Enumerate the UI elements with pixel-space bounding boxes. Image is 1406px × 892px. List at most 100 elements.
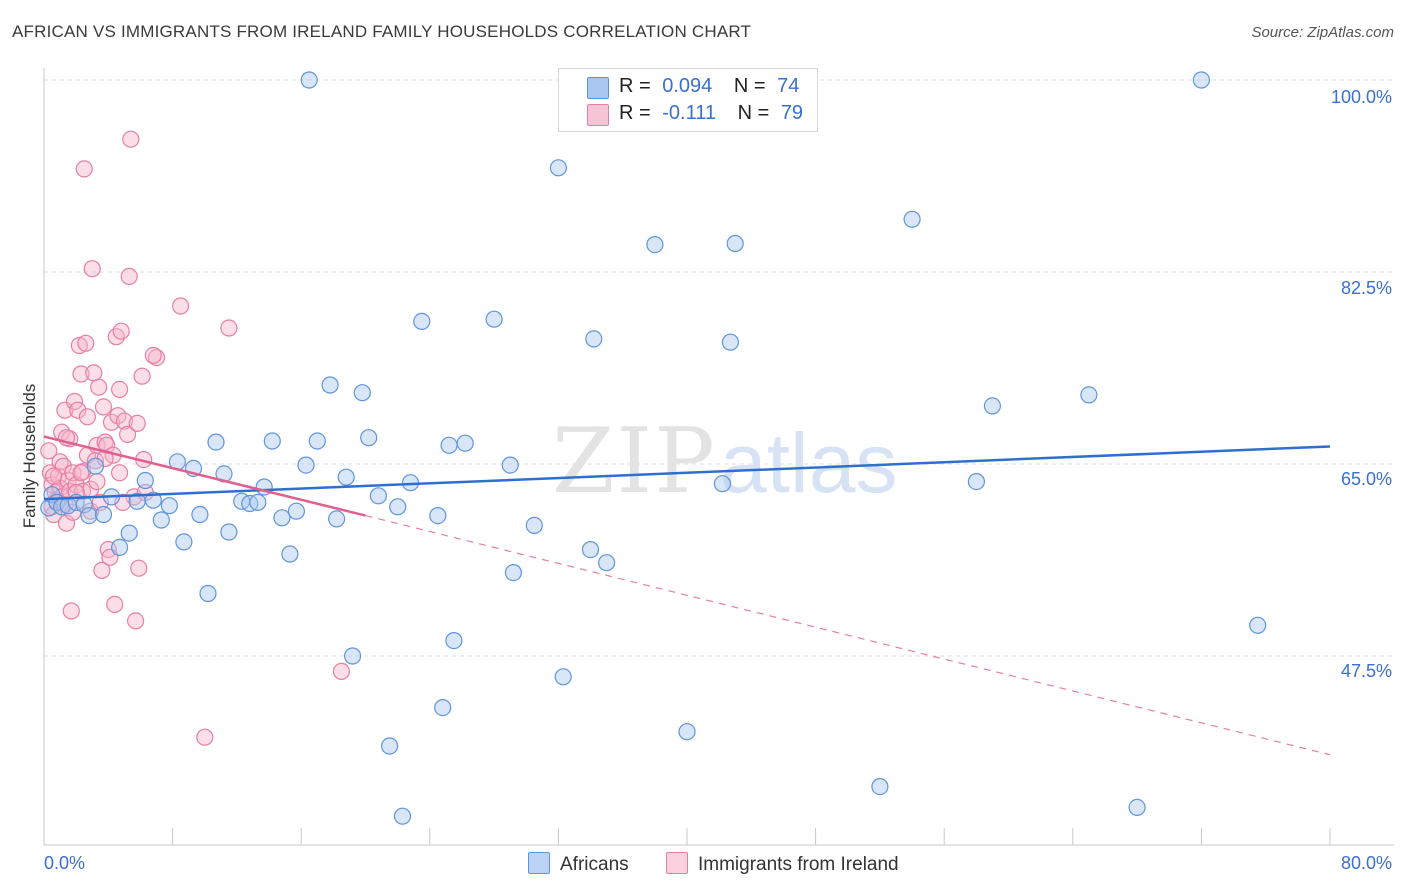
x-tick-min: 0.0%: [44, 853, 86, 873]
correlation-legend: R = 0.094 N = 74 R = -0.111 N = 79: [558, 68, 818, 132]
africans-point-34: [297, 456, 315, 474]
africans-point-11: [110, 538, 129, 557]
africans-point-69: [903, 210, 921, 228]
ireland-point-69: [196, 728, 214, 746]
africans-point-60: [581, 540, 600, 559]
africans-point-19: [175, 533, 193, 551]
ireland-point-64: [133, 367, 151, 385]
y-tick-65: 65.0%: [1340, 469, 1392, 489]
ireland-point-59: [122, 130, 140, 148]
ireland-point-35: [83, 260, 101, 278]
legend-africans-r-value: 0.094: [662, 75, 713, 97]
grid: [44, 79, 1394, 657]
africans-point-75: [1249, 616, 1267, 634]
ireland-point-36: [85, 364, 103, 382]
y-tick-100: 100.0%: [1330, 87, 1392, 107]
africans-point-48: [413, 312, 431, 330]
legend-ireland-r-label: R =: [619, 102, 651, 124]
africans-point-46: [393, 807, 412, 825]
africans-point-67: [726, 234, 744, 253]
africans-point-16: [152, 511, 170, 529]
africans-point-49: [429, 506, 447, 525]
y-tick-47-5: 47.5%: [1340, 661, 1392, 681]
africans-point-25: [220, 523, 238, 541]
trend-lines: [43, 435, 1331, 756]
africans-point-73: [1128, 798, 1146, 817]
africans-point-62: [597, 554, 616, 572]
africans-point-51: [440, 436, 458, 454]
africans-point-50: [434, 698, 452, 717]
series-africans-points: [40, 71, 1267, 825]
legend-swatch-ireland: [587, 104, 609, 126]
legend-ireland-n-value: 79: [780, 102, 804, 124]
legend-swatch-africans: [587, 77, 609, 99]
legend-africans-r-label: R =: [619, 75, 651, 97]
legend-africans-n-label: N =: [733, 75, 766, 97]
ireland-point-42: [93, 561, 111, 580]
africans-point-61: [585, 330, 603, 348]
africans-point-23: [207, 433, 225, 451]
ireland-point-50: [106, 595, 124, 614]
ireland-point-51: [107, 328, 125, 346]
africans-point-12: [120, 524, 138, 542]
africans-point-7: [80, 506, 98, 525]
ireland-point-32: [78, 408, 97, 426]
africans-point-41: [353, 384, 371, 402]
africans-point-57: [525, 516, 543, 535]
axes: [43, 68, 1394, 846]
ireland-trend-line-dashed: [365, 514, 1331, 756]
source-label: Source: ZipAtlas.com: [1251, 24, 1394, 41]
ireland-point-78: [144, 346, 162, 364]
watermark-atlas: atlas: [720, 416, 897, 510]
africans-point-42: [360, 429, 378, 447]
africans-point-71: [983, 397, 1002, 415]
africans-point-38: [328, 510, 346, 528]
ireland-point-45: [98, 436, 116, 454]
ireland-point-61: [127, 612, 145, 630]
ireland-point-62: [128, 414, 146, 432]
legend-ireland-n-label: N =: [737, 102, 770, 124]
africans-point-72: [1080, 386, 1098, 404]
africans-point-64: [678, 723, 696, 741]
africans-point-30: [263, 432, 281, 450]
series-ireland-points: [40, 130, 350, 746]
africans-point-45: [389, 498, 407, 516]
ireland-point-72: [44, 467, 63, 485]
ireland-point-25: [70, 336, 89, 355]
ireland-point-43: [94, 398, 113, 416]
africans-point-68: [871, 777, 889, 796]
africans-point-39: [337, 468, 355, 486]
ireland-point-56: [115, 412, 134, 430]
ireland-point-13: [56, 401, 74, 419]
africans-point-52: [445, 631, 463, 650]
ireland-point-24: [69, 401, 87, 419]
ireland-point-40: [90, 378, 108, 396]
africans-point-32: [281, 545, 299, 563]
africans-point-43: [369, 487, 387, 505]
africans-point-44: [381, 737, 399, 755]
africans-point-31: [273, 509, 291, 527]
ireland-point-70: [220, 319, 238, 337]
ireland-point-63: [130, 559, 148, 577]
africans-point-22: [199, 584, 217, 603]
ireland-point-75: [72, 464, 90, 482]
africans-point-35: [300, 71, 318, 89]
bottom-legend-swatch-ireland: [666, 852, 688, 874]
africans-point-54: [485, 310, 503, 328]
ireland-point-53: [110, 380, 129, 398]
chart-title: AFRICAN VS IMMIGRANTS FROM IRELAND FAMIL…: [12, 22, 752, 41]
ireland-point-48: [102, 413, 121, 431]
africans-point-65: [713, 475, 732, 493]
africans-point-70: [967, 473, 986, 491]
africans-point-53: [456, 434, 474, 452]
bottom-legend-africans-label: Africans: [560, 854, 629, 875]
africans-point-17: [160, 497, 178, 515]
y-axis-label: Family Households: [20, 383, 39, 529]
ireland-point-57: [118, 425, 137, 443]
ireland-point-19: [62, 602, 80, 620]
ireland-point-55: [112, 322, 130, 340]
africans-point-14: [136, 471, 154, 490]
africans-point-9: [94, 505, 113, 524]
africans-point-15: [144, 491, 162, 509]
